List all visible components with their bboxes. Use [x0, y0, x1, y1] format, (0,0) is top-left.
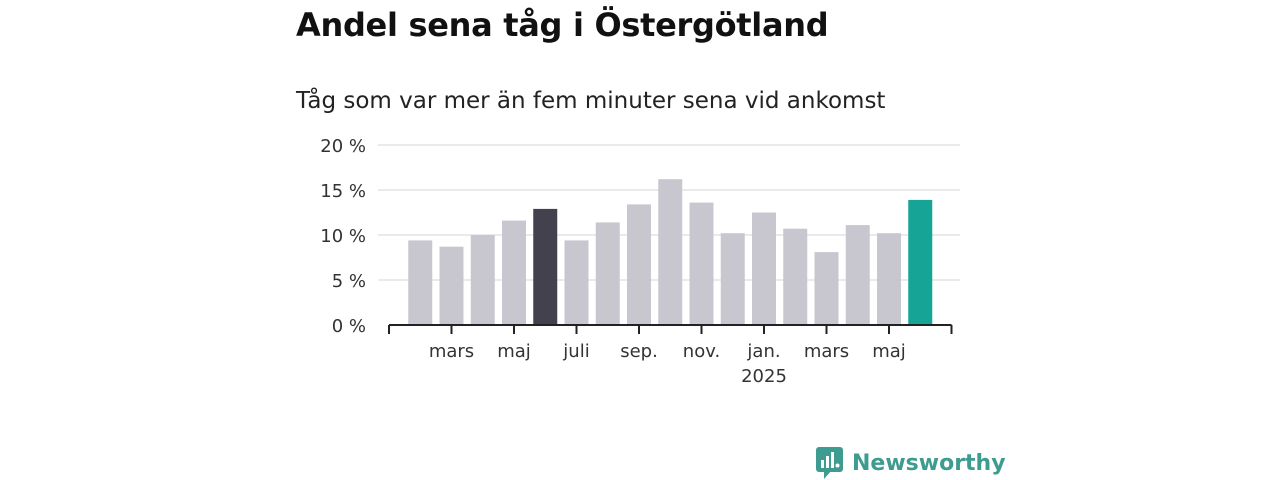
x-tick-label: nov.	[683, 341, 720, 362]
chart-title: Andel sena tåg i Östergötland	[296, 6, 829, 44]
newsworthy-logo-icon	[816, 447, 843, 479]
bar	[752, 212, 776, 325]
bar	[439, 246, 464, 325]
bar	[877, 233, 901, 325]
x-axis	[388, 324, 953, 334]
x-tick-label: mars	[429, 341, 474, 362]
x-tick-sublabel: 2025	[741, 366, 787, 387]
x-tick-label: juli	[562, 341, 589, 362]
x-axis-labels: mars maj juli sep. nov. jan. 2025 mars maj	[429, 341, 906, 387]
bar	[908, 199, 933, 325]
bar-chart: 0 % 5 % 10 % 15 % 20 % mars maj juli sep. nov. ja…	[320, 136, 960, 387]
bar	[658, 179, 683, 325]
y-tick-label: 0 %	[332, 316, 366, 337]
y-tick-label: 20 %	[320, 136, 366, 157]
bar	[595, 222, 620, 325]
bar	[689, 202, 714, 325]
y-tick-label: 5 %	[332, 271, 366, 292]
bar	[627, 204, 651, 325]
brand-name: Newsworthy	[852, 450, 1006, 476]
bars	[408, 179, 933, 325]
bar	[720, 233, 745, 325]
x-tick-label: jan.	[746, 341, 780, 362]
bar	[408, 240, 433, 325]
y-axis-labels: 0 % 5 % 10 % 15 % 20 %	[320, 136, 366, 337]
newsworthy-logo: Newsworthy	[815, 446, 1006, 480]
y-tick-label: 15 %	[320, 181, 366, 202]
x-tick-label: maj	[872, 341, 906, 362]
bar	[845, 225, 870, 325]
bar	[533, 208, 558, 325]
bar	[502, 220, 526, 325]
bar	[814, 252, 839, 325]
x-tick-label: mars	[804, 341, 849, 362]
bar	[783, 228, 808, 325]
x-tick-label: maj	[497, 341, 531, 362]
x-tick-label: sep.	[620, 341, 658, 362]
chart-subtitle: Tåg som var mer än fem minuter sena vid …	[296, 88, 886, 114]
bar	[564, 240, 589, 325]
y-tick-label: 10 %	[320, 226, 366, 247]
bar	[470, 235, 495, 325]
